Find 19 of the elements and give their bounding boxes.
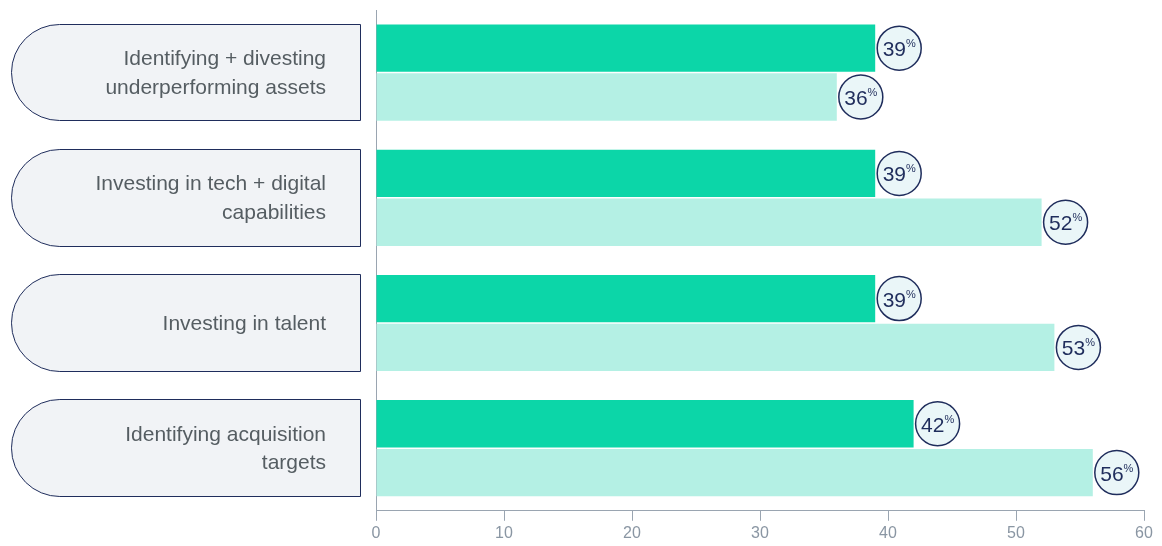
data-label: 36%: [844, 86, 878, 110]
y-tick-label: Identifying + divesting underperforming assets: [104, 45, 326, 100]
x-tick-label: 50: [1007, 523, 1025, 541]
x-tick-label: 20: [623, 523, 641, 541]
data-label: 39%: [882, 287, 916, 311]
data-label: 39%: [882, 162, 916, 186]
x-tick-label: 60: [1135, 523, 1153, 541]
x-tick-label: 10: [495, 523, 513, 541]
data-label: 56%: [1100, 461, 1134, 485]
x-tick-label: 40: [879, 523, 897, 541]
data-label: 53%: [1061, 336, 1096, 360]
data-label: 52%: [1049, 211, 1083, 235]
y-tick-label: Identifying acquisition targets: [124, 420, 326, 476]
data-label: 39%: [882, 37, 916, 61]
data-label: 42%: [921, 412, 955, 436]
x-tick-label: 0: [371, 523, 381, 541]
x-tick-label: 30: [751, 523, 769, 541]
y-tick-label: Investing in tech + digital capabilities: [94, 170, 326, 225]
y-tick-label: Investing in talent: [162, 309, 326, 336]
